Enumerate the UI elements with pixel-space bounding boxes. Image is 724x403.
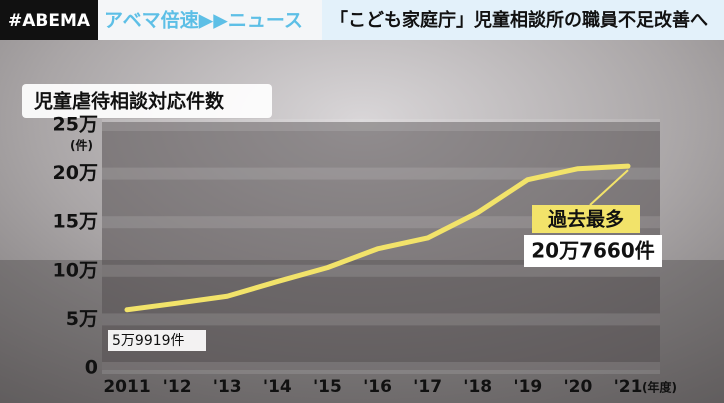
logo: #ABEMA [8, 11, 91, 31]
x-tick-label: '14 [263, 377, 292, 397]
value-label: 20万7660件 [531, 239, 655, 263]
x-tick-label: 2011 [103, 377, 150, 397]
annotation: 過去最多 [548, 208, 624, 231]
x-tick-label: '18 [463, 377, 492, 397]
title-box [22, 84, 272, 118]
grid-band [102, 167, 660, 180]
logo-box [0, 0, 98, 40]
y-tick-label: 10万 [53, 259, 98, 281]
data-line [124, 163, 631, 313]
grid-band [102, 216, 660, 229]
program-name: アベマ倍速▶▶ニュース [104, 9, 303, 32]
x-tick-label: '19 [513, 377, 542, 397]
y-tick-label: 20万 [53, 162, 98, 184]
x-tick-label: '16 [363, 377, 392, 397]
x-tick-label: '20 [563, 377, 592, 397]
y-tick-label: 25万 [53, 114, 98, 136]
grid-band [102, 313, 660, 326]
value-label-box [524, 235, 662, 267]
x-tick-label: '13 [213, 377, 242, 397]
headline: 「こども家庭庁」児童相談所の職員不足改善へ [330, 9, 708, 31]
grid-band [102, 119, 660, 131]
y-unit: (件) [70, 138, 93, 153]
y-tick-label: 15万 [53, 211, 98, 233]
x-tick-label: '15 [313, 377, 342, 397]
annotation-box [532, 205, 640, 233]
x-tick-label: '21 [614, 377, 643, 397]
value-label-box [108, 330, 206, 351]
callout-line [589, 169, 629, 206]
y-tick-label: 5万 [66, 308, 98, 330]
x-tick-label: '12 [163, 377, 192, 397]
y-tick-label: 0 [85, 357, 98, 379]
x-unit: (年度) [642, 380, 677, 395]
grid-band [102, 362, 660, 374]
value-label: 5万9919件 [112, 333, 185, 349]
chart-title: 児童虐待相談対応件数 [33, 90, 225, 113]
grid-band [102, 264, 660, 277]
headline-box [322, 0, 724, 40]
x-tick-label: '17 [413, 377, 442, 397]
